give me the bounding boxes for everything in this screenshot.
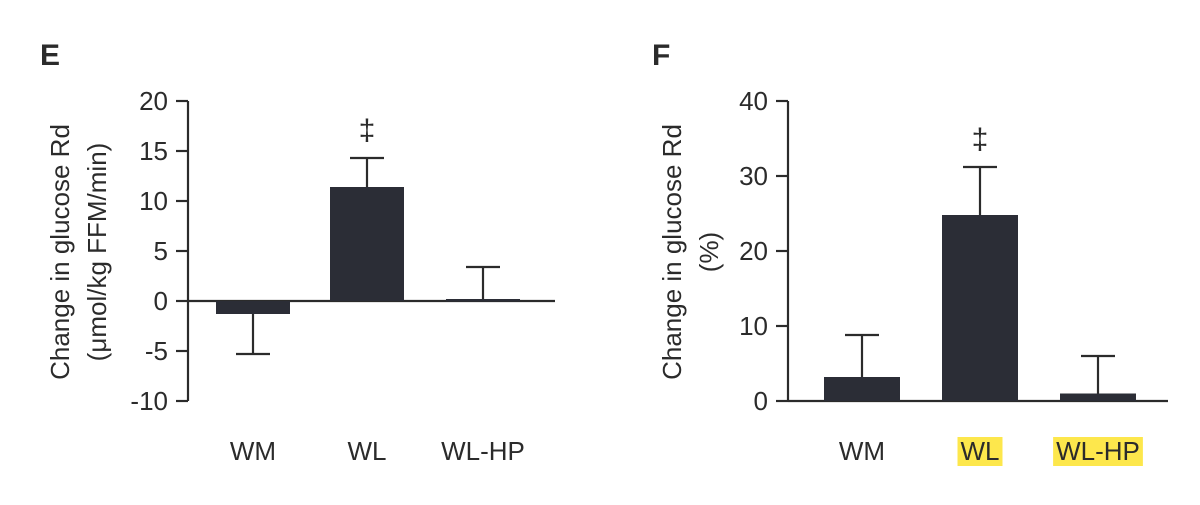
y-tick-label: 15	[139, 136, 168, 166]
y-tick-label: -10	[130, 386, 168, 416]
y-axis-title-line: (%)	[694, 232, 724, 272]
y-tick-label: 40	[739, 86, 768, 116]
bar-wl-hp	[446, 299, 520, 302]
y-tick-label: 10	[739, 311, 768, 341]
panel-letter: F	[652, 39, 670, 72]
y-axis-title-line: Change in glucose Rd	[657, 124, 687, 380]
y-tick-label: 30	[739, 161, 768, 191]
y-axis-title-line: (μmol/kg FFM/min)	[82, 143, 112, 362]
bar-wl-hp	[1060, 393, 1136, 401]
category-label-wl-hp: WL-HP	[441, 436, 525, 466]
panel-letter: E	[40, 39, 60, 72]
y-tick-label: 5	[154, 236, 168, 266]
bar-wm	[824, 377, 900, 401]
significance-marker: ‡	[359, 114, 376, 147]
bar-wl	[942, 215, 1018, 401]
y-tick-label: 0	[754, 386, 768, 416]
category-label-wm: WM	[230, 436, 276, 466]
significance-marker: ‡	[972, 123, 989, 156]
category-highlight	[957, 437, 1003, 466]
category-label-wm: WM	[839, 436, 885, 466]
bar-wl	[330, 187, 404, 301]
panel-f: F 40 30 20 10 0 Change in glucose Rd (%) WM ‡ WL WL…	[652, 39, 1168, 466]
category-label-wl: WL	[348, 436, 387, 466]
category-label-wl: WL	[961, 436, 1000, 466]
y-tick-label: 0	[154, 286, 168, 316]
y-tick-label: 20	[739, 236, 768, 266]
category-label-wl-hp: WL-HP	[1056, 436, 1140, 466]
category-highlight	[1053, 437, 1143, 466]
bar-wm	[216, 301, 290, 314]
y-axis-title-line: Change in glucose Rd	[45, 124, 75, 380]
y-tick-label: -5	[145, 336, 168, 366]
y-tick-label: 20	[139, 86, 168, 116]
y-tick-label: 10	[139, 186, 168, 216]
panel-e: E 20 15 10 5 0 -5 -10 Change in glucose Rd (μmol/…	[40, 39, 555, 466]
